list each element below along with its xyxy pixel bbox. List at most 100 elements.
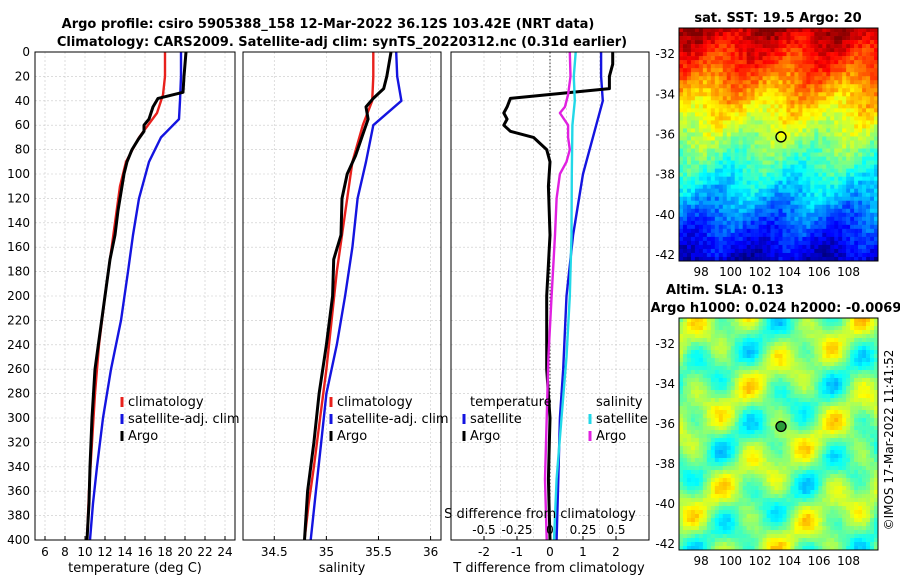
map-cell xyxy=(742,60,747,65)
map-cell xyxy=(778,132,783,137)
map-cell xyxy=(762,108,767,113)
map-cell xyxy=(790,92,795,97)
map-cell xyxy=(810,76,815,81)
map-cell xyxy=(870,204,875,210)
map-cell xyxy=(838,224,843,230)
map-cell xyxy=(706,36,712,41)
map-cell xyxy=(754,120,759,125)
map-cell xyxy=(742,346,747,351)
map-cell xyxy=(794,318,799,323)
map-cell xyxy=(830,160,835,165)
map-cell xyxy=(738,240,743,246)
map-cell xyxy=(866,156,871,161)
map-cell xyxy=(830,204,835,210)
map-cell xyxy=(778,56,783,61)
s-diff-tick-label: 0.25 xyxy=(570,523,597,537)
map-cell xyxy=(694,216,700,222)
map-cell xyxy=(814,208,819,214)
map-cell xyxy=(750,350,755,355)
map-cell xyxy=(770,466,775,471)
map-cell xyxy=(866,200,871,206)
map-cell xyxy=(766,350,771,355)
map-cell xyxy=(722,88,728,93)
map-cell xyxy=(790,402,795,407)
map-cell xyxy=(730,152,736,157)
map-cell xyxy=(758,446,763,451)
map-cell xyxy=(726,80,732,85)
map-cell xyxy=(802,386,807,391)
map-cell xyxy=(690,28,696,33)
map-cell xyxy=(830,398,835,403)
map-cell xyxy=(806,232,811,238)
map-cell xyxy=(814,88,819,93)
map-cell xyxy=(730,454,736,459)
map-cell xyxy=(850,144,855,149)
map-cell xyxy=(766,156,771,161)
map-cell xyxy=(798,56,803,61)
map-cell xyxy=(822,156,827,161)
map-cell xyxy=(862,224,867,230)
map-cell xyxy=(706,450,712,455)
map-cell xyxy=(754,156,759,161)
map-cell xyxy=(866,228,871,234)
map-cell xyxy=(730,322,736,327)
map-cell xyxy=(750,446,755,451)
map-cell xyxy=(722,128,728,133)
map-cell xyxy=(702,354,708,359)
map-cell xyxy=(818,232,823,238)
map-cell xyxy=(846,72,851,77)
map-cell xyxy=(810,64,815,69)
map-cell xyxy=(866,64,871,69)
map-cell xyxy=(806,426,811,431)
map-cell xyxy=(806,56,811,61)
map-cell xyxy=(838,398,843,403)
map-cell xyxy=(786,160,791,165)
map-cell xyxy=(694,44,700,49)
map-cell xyxy=(874,208,879,214)
map-cell xyxy=(714,196,720,202)
map-cell xyxy=(702,326,708,331)
map-cell xyxy=(786,104,791,109)
map-cell xyxy=(679,104,684,109)
map-cell xyxy=(834,208,839,214)
map-cell xyxy=(858,208,863,214)
map-cell xyxy=(794,466,799,471)
map-cell xyxy=(806,72,811,77)
map-cell xyxy=(702,366,708,371)
map-cell xyxy=(762,240,767,246)
map-cell xyxy=(758,168,763,173)
map-cell xyxy=(714,116,720,121)
map-cell xyxy=(714,422,720,427)
map-cell xyxy=(866,338,871,343)
map-cell xyxy=(786,430,791,435)
map-cell xyxy=(694,140,700,145)
map-cell xyxy=(810,422,815,427)
map-cell xyxy=(802,84,807,89)
map-cell xyxy=(686,426,692,431)
map-cell xyxy=(794,430,799,435)
map-cell xyxy=(818,224,823,230)
map-cell xyxy=(742,84,747,89)
map-cell xyxy=(682,418,688,423)
map-cell xyxy=(750,96,755,101)
map-cell xyxy=(870,450,875,455)
map-cell xyxy=(874,454,879,459)
map-cell xyxy=(762,256,767,262)
map-cell xyxy=(782,176,787,181)
map-cell xyxy=(826,462,831,467)
map-cell xyxy=(862,362,867,367)
map-cell xyxy=(850,378,855,383)
map-cell xyxy=(722,442,728,447)
map-cell xyxy=(814,462,819,467)
map-cell xyxy=(758,224,763,230)
map-cell xyxy=(679,252,684,258)
map-cell xyxy=(818,346,823,351)
map-cell xyxy=(702,462,708,467)
map-cell xyxy=(778,160,783,165)
map-cell xyxy=(718,88,724,93)
map-cell xyxy=(714,438,720,443)
map-cell xyxy=(814,64,819,69)
map-cell xyxy=(814,318,819,323)
map-cell xyxy=(722,96,728,101)
map-cell xyxy=(758,228,763,234)
